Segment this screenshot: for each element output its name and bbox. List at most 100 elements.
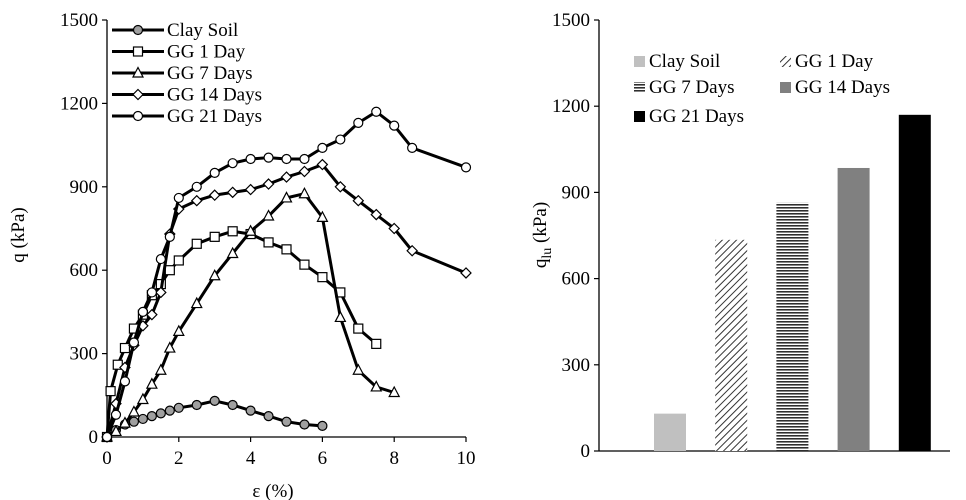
data-point [317,420,328,431]
legend-label: GG 1 Day [795,51,874,72]
line-series-path [105,229,378,438]
line-series-3 [101,158,472,443]
data-point [317,272,328,283]
legend-swatch [634,56,645,67]
line-chart-y-tick-label: 900 [70,177,99,198]
legend-label: GG 21 Days [167,106,262,127]
data-point [281,244,292,255]
data-point [209,231,220,242]
legend-swatch [634,82,645,93]
data-point [119,342,131,354]
data-point [245,405,256,416]
data-point [335,134,346,145]
data-point [263,237,274,248]
line-chart-x-tick-label: 4 [246,448,256,469]
legend-swatch-marker [132,66,144,78]
legend-swatch-marker [132,110,144,122]
data-point [460,162,472,173]
data-point [172,324,185,336]
data-point [299,153,310,165]
data-point [137,306,148,317]
line-chart-y-ticks: 0 300 600 900 1200 1500 [60,10,107,448]
data-point [244,183,257,196]
line-chart-y-tick-label: 1200 [60,93,98,114]
data-point [190,194,203,207]
line-chart-x-tick-label: 0 [102,448,112,469]
data-point [164,405,175,416]
data-point [109,424,122,437]
line-chart-y-tick-label: 1500 [60,10,98,31]
line-chart-y-tick-label: 600 [70,260,99,281]
legend-swatch [780,82,791,93]
data-point [227,399,238,411]
line-chart-x-tick-label: 8 [389,448,399,469]
data-point [208,268,221,281]
legend-label: GG 7 Days [167,63,253,84]
data-point [281,416,292,427]
data-point [244,224,257,236]
data-point [136,392,149,405]
bar-chart-y-tick-label: 1200 [552,96,590,117]
bar [654,413,686,451]
legend-entry: GG 1 Day [112,42,246,63]
data-point [226,246,239,259]
line-series-4 [101,106,472,443]
line-chart-x-tick-label: 10 [457,448,476,469]
bar [837,167,870,451]
legend-swatch [634,111,645,122]
bar-chart-y-ticks: 0 300 600 900 1200 1500 [552,10,599,462]
data-point [137,413,148,425]
data-point [370,380,383,392]
data-point [105,386,116,397]
legend-entry: GG 14 Days [112,85,262,106]
data-point [299,259,310,270]
data-point [280,191,293,203]
line-chart-series [101,106,472,443]
data-point [155,286,167,299]
data-point [190,296,203,309]
data-point [280,171,293,183]
data-point [118,416,131,428]
data-point [155,408,166,419]
bar-chart-y-axis-label-main: q [530,258,551,268]
data-point [263,411,274,422]
data-point [407,142,418,153]
bar [898,114,931,451]
legend-entry: GG 21 Days [112,106,262,127]
data-point [110,409,122,420]
data-point [317,142,328,153]
data-point [388,385,401,398]
line-chart-x-tick-label: 6 [318,448,328,469]
legend-label: Clay Soil [649,51,720,72]
data-point [353,323,364,334]
legend-entry: GG 21 Days [634,106,744,127]
legend-entry: GG 7 Days [112,63,253,84]
data-point [298,165,311,178]
bar-chart-y-tick-label: 0 [581,441,591,462]
legend-label: Clay Soil [167,20,238,41]
data-point [226,186,239,199]
data-point [262,209,275,221]
legend-label: GG 14 Days [795,77,890,98]
legend-swatch-marker [132,88,144,101]
data-point [173,192,184,204]
data-point [101,431,113,443]
line-chart-y-tick-label: 300 [70,344,99,365]
line-chart-x-ticks: 0 2 4 6 8 10 [102,437,476,469]
legend-entry: Clay Soil [112,20,238,41]
data-point [164,265,175,276]
data-point [191,181,202,192]
line-chart-x-tick-label: 2 [174,448,184,469]
line-series-2 [101,186,401,442]
data-point [191,238,202,249]
bar-chart-bars [654,114,931,451]
data-point [146,411,157,422]
bar-chart-y-axis-label-sub: lu [540,248,555,259]
line-chart-y-axis-label: q (kPa) [8,207,29,262]
data-point [316,210,329,222]
data-point [352,194,365,207]
legend-entry: GG 14 Days [780,77,890,98]
bar-chart: 0 300 600 900 1200 1500 qlu (kPa) Clay Soil GG… [530,10,950,462]
